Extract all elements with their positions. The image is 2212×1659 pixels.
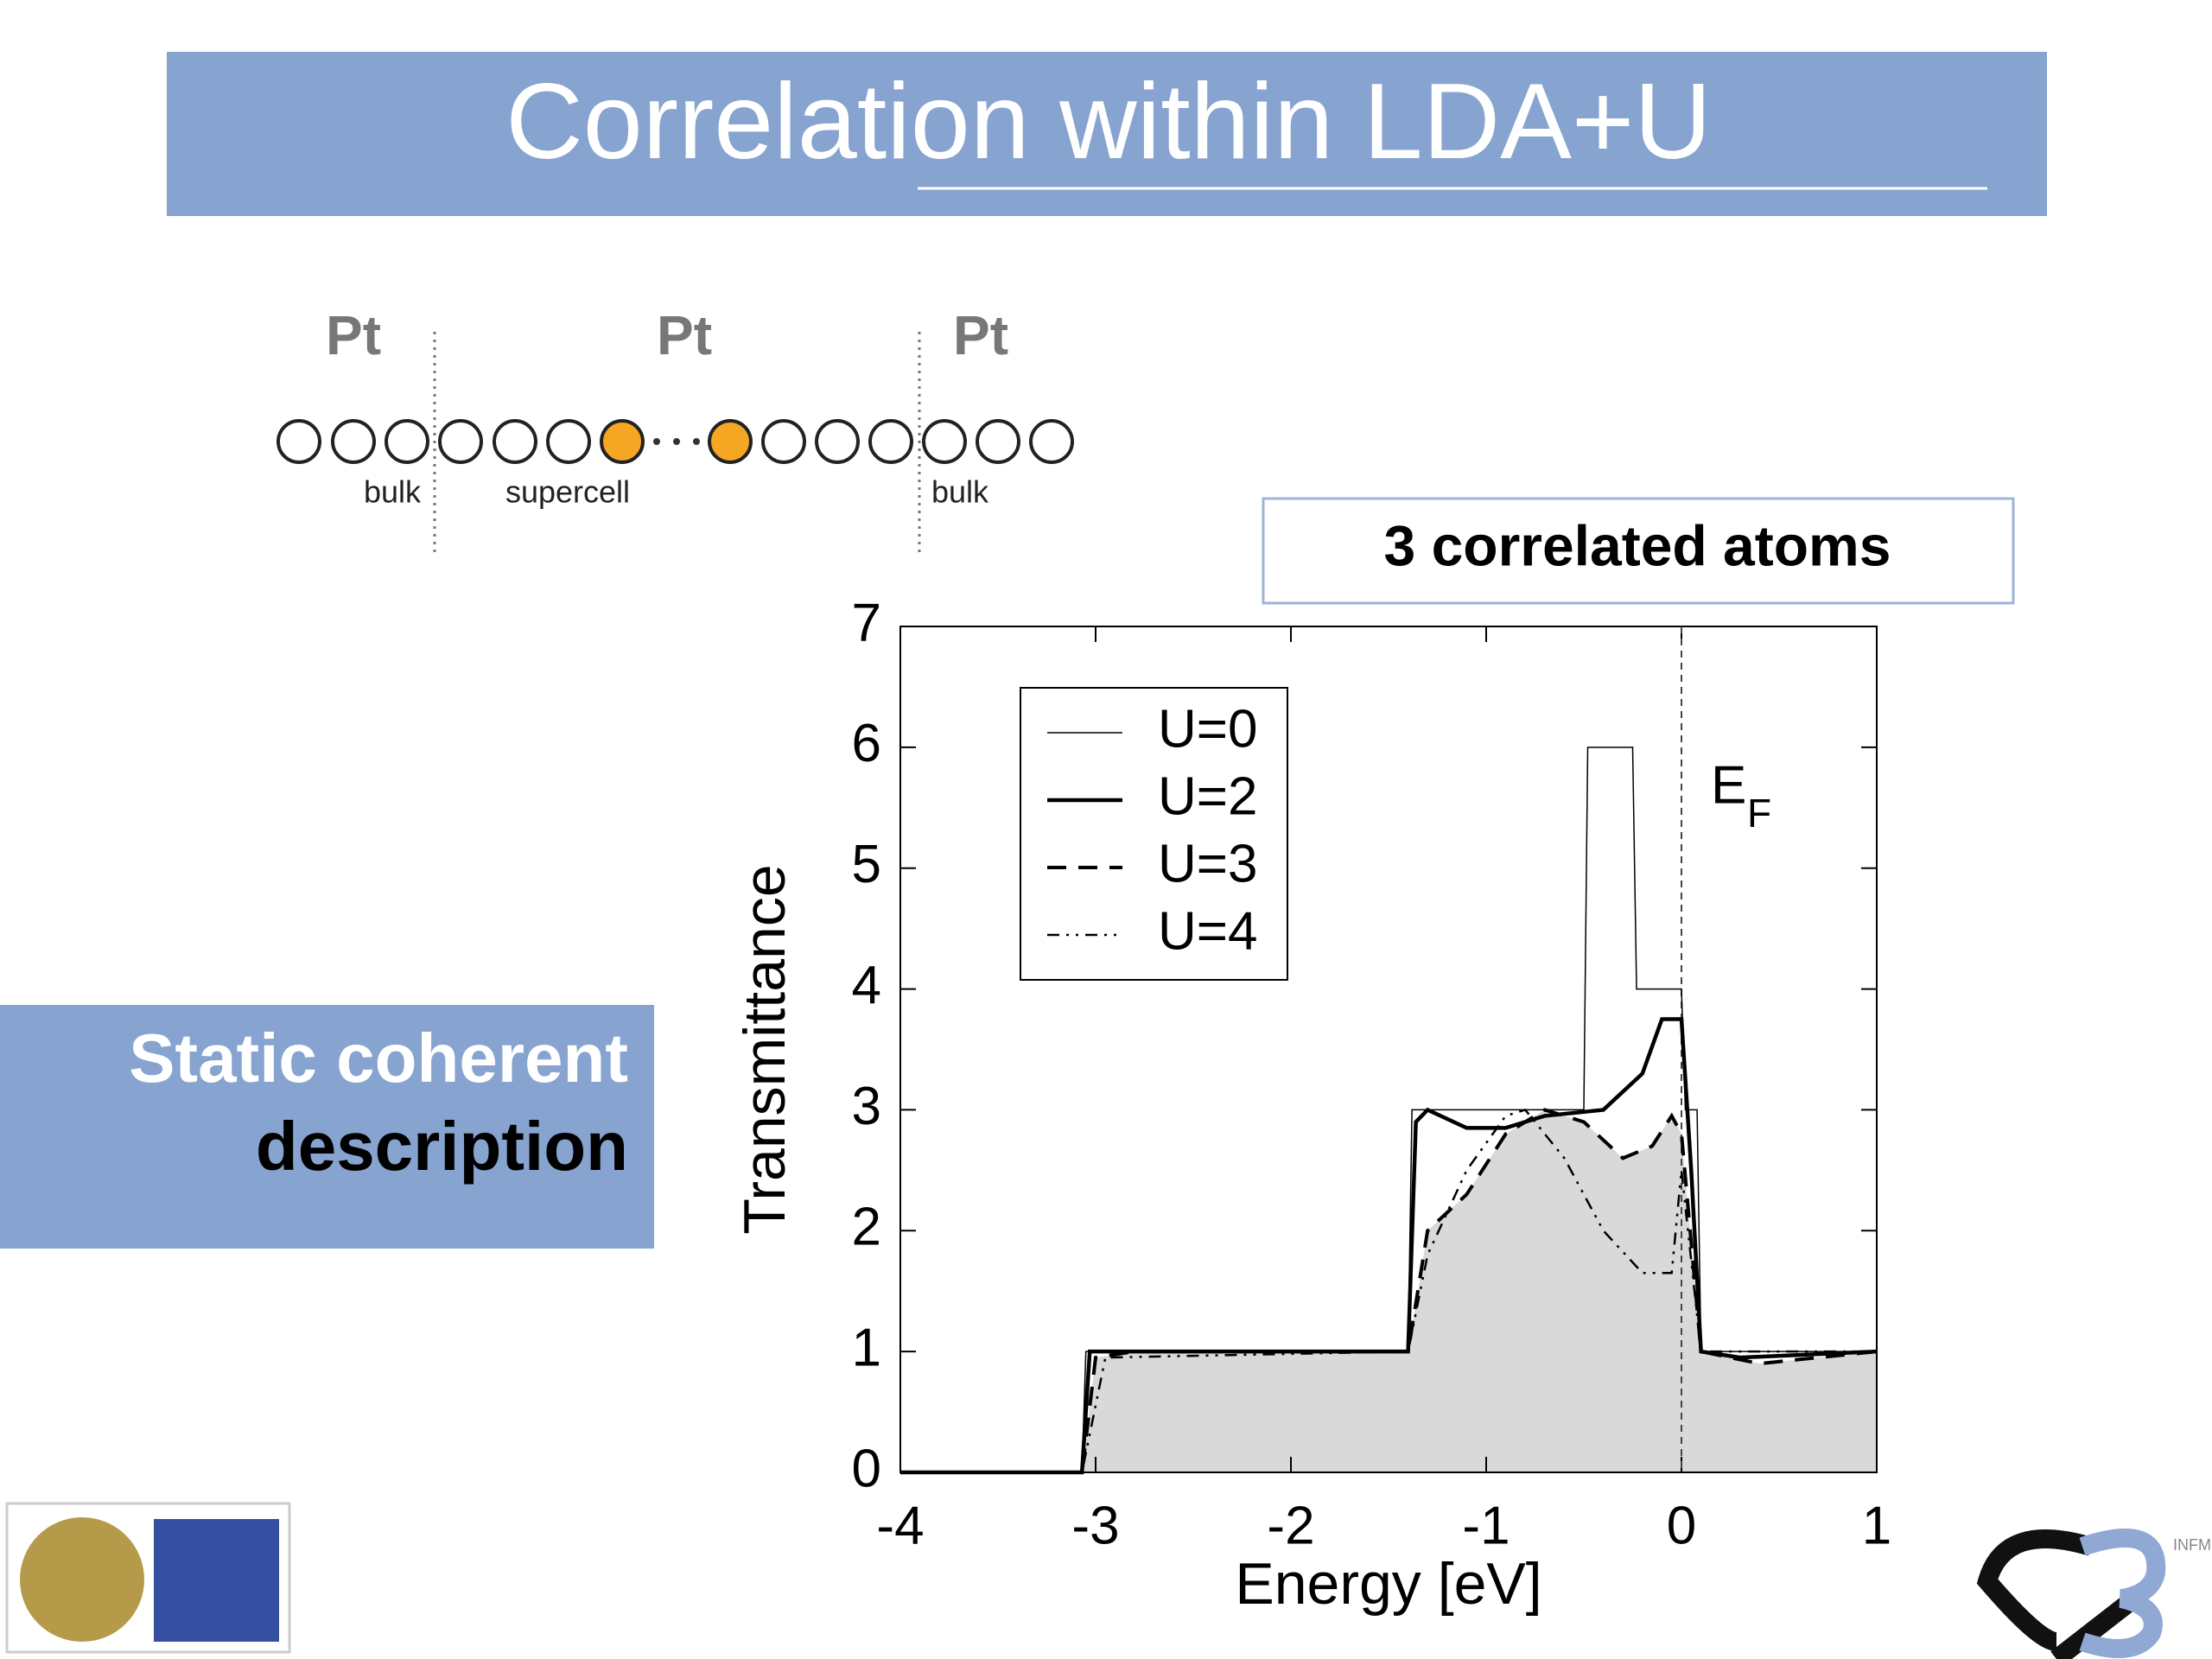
y-tick-label: 7: [852, 593, 881, 652]
area: [900, 1109, 1877, 1472]
x-tick-label: -4: [876, 1496, 924, 1555]
logo-picture: [154, 1519, 279, 1642]
legend-label: U=2: [1158, 766, 1257, 826]
info-box: [1262, 497, 2015, 605]
atom: [600, 419, 645, 464]
atom-label: Pt: [953, 304, 1008, 366]
y-tick-label: 5: [852, 835, 881, 894]
y-tick-label: 2: [852, 1198, 881, 1257]
dot: [673, 438, 680, 445]
dot: [653, 438, 660, 445]
logo-seal: [20, 1517, 144, 1642]
slide-title: Correlation within LDA+U: [505, 62, 1712, 181]
x-tick-label: 1: [1862, 1496, 1891, 1555]
y-tick-label: 3: [852, 1077, 881, 1136]
region-label: bulk: [931, 474, 989, 510]
atom: [1029, 419, 1074, 464]
x-tick-label: 0: [1667, 1496, 1696, 1555]
atom: [815, 419, 860, 464]
atom: [922, 419, 967, 464]
atom: [868, 419, 913, 464]
plot-frame: [899, 626, 1878, 1473]
atom: [708, 419, 753, 464]
atom: [976, 419, 1020, 464]
chart: 0 1 2 3 4 5 6 7 -4 -3 -2 -1 0 1 Energy [eV] Transmittan…: [732, 593, 1891, 1617]
region-label: bulk: [364, 474, 422, 510]
info-label: 3 correlated atoms: [1384, 513, 1891, 577]
x-tick-label: -2: [1267, 1496, 1314, 1555]
side-box: [0, 1005, 654, 1249]
logo-text: INFM: [2173, 1536, 2211, 1554]
x-axis-label: Energy [eV]: [1235, 1551, 1541, 1617]
logo-mark: [1976, 1529, 2140, 1659]
series-line: [900, 1108, 1877, 1474]
annotation: E: [1711, 755, 1746, 815]
atom: [438, 419, 483, 464]
region-label: supercell: [505, 474, 630, 510]
legend-label: U=0: [1158, 699, 1257, 759]
legend-label: U=3: [1158, 834, 1257, 893]
x-tick-label: -3: [1071, 1496, 1119, 1555]
y-axis-label: Transmittance: [732, 864, 798, 1234]
atom-label: Pt: [657, 304, 712, 366]
atom: [546, 419, 591, 464]
atom: [331, 419, 376, 464]
dot: [693, 438, 700, 445]
side-text: description: [256, 1108, 628, 1185]
annotation-sub: F: [1747, 791, 1771, 836]
atom: [276, 419, 321, 464]
atom: [761, 419, 806, 464]
atom-chain: Pt Pt Pt bulk supercell bulk: [276, 304, 1074, 510]
y-tick-label: 4: [852, 956, 881, 1015]
atom: [385, 419, 429, 464]
series-line: [900, 1108, 1878, 1474]
logo-mark: [2079, 1529, 2166, 1658]
x-tick-label: -1: [1462, 1496, 1510, 1555]
side-text: Static coherent: [129, 1020, 628, 1096]
y-tick-label: 0: [852, 1439, 881, 1498]
y-tick-label: 1: [852, 1319, 881, 1378]
y-tick-label: 6: [852, 714, 881, 773]
atom: [493, 419, 537, 464]
legend-box: [1020, 687, 1288, 981]
atom-label: Pt: [326, 304, 381, 366]
legend-label: U=4: [1158, 901, 1257, 961]
